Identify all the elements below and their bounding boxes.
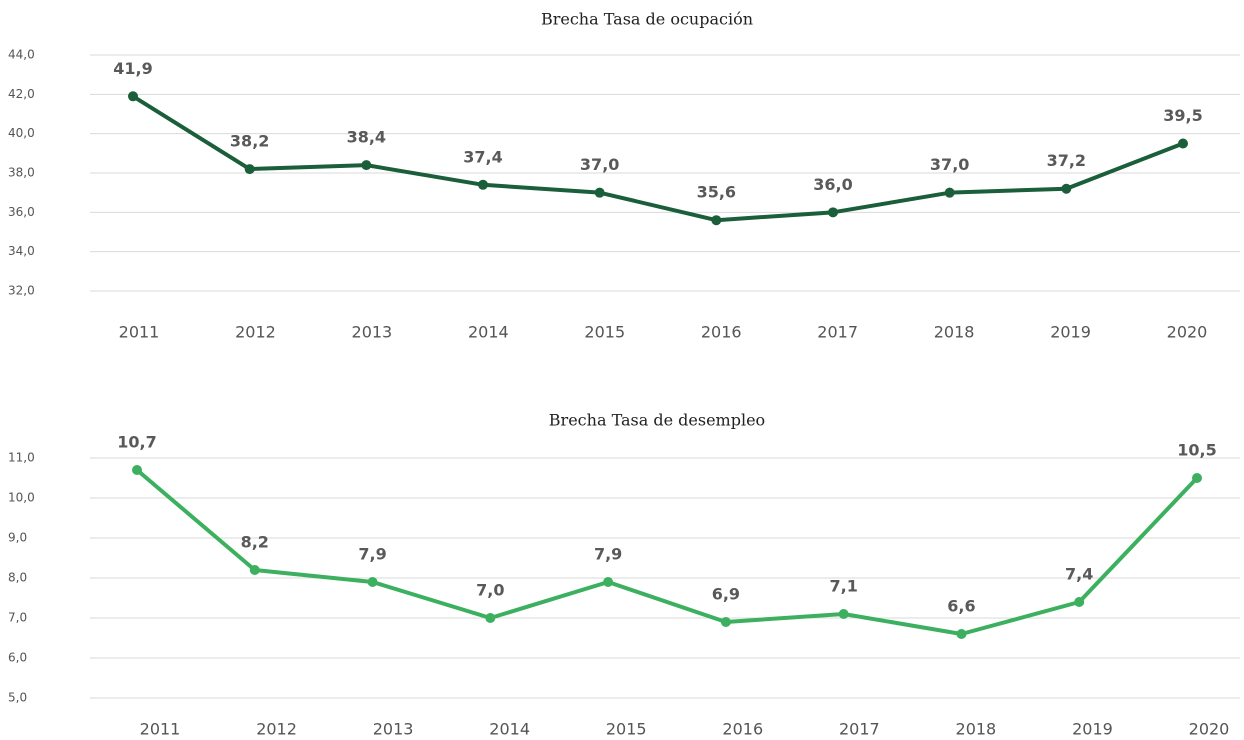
y-tick-label: 42,0 [8, 87, 35, 101]
data-point [956, 629, 967, 639]
x-tick-label: 2013 [373, 720, 414, 739]
data-point [720, 617, 731, 627]
data-label: 36,0 [813, 175, 852, 194]
data-point [244, 164, 255, 175]
x-tick-label: 2012 [256, 720, 297, 739]
data-label: 41,9 [113, 59, 152, 78]
y-tick-label: 40,0 [8, 126, 35, 140]
data-point [1178, 138, 1188, 149]
x-tick-label: 2015 [606, 720, 647, 739]
data-label: 38,4 [347, 128, 386, 147]
data-label: 6,6 [947, 597, 975, 616]
x-tick-label: 2020 [1167, 323, 1208, 342]
data-line [131, 94, 1184, 223]
chart-title: Brecha Tasa de desempleo [549, 411, 765, 430]
y-tick-label: 38,0 [8, 166, 35, 180]
x-tick-label: 2019 [1072, 720, 1113, 739]
x-tick-label: 2012 [235, 323, 276, 342]
y-tick-label: 5,0 [8, 691, 27, 705]
y-tick-label: 8,0 [8, 571, 27, 585]
data-point [1074, 597, 1085, 607]
data-line [135, 468, 1199, 636]
data-point [367, 577, 378, 587]
y-tick-label: 11,0 [8, 451, 35, 465]
x-tick-label: 2017 [817, 323, 858, 342]
y-tick-label: 7,0 [8, 611, 27, 625]
data-label: 7,4 [1065, 565, 1093, 584]
x-tick-label: 2019 [1050, 323, 1091, 342]
x-tick-label: 2013 [352, 323, 393, 342]
x-tick-label: 2011 [140, 720, 181, 739]
x-tick-label: 2011 [119, 323, 160, 342]
data-point [132, 465, 142, 475]
data-label: 10,5 [1177, 441, 1216, 460]
x-tick-label: 2014 [468, 323, 509, 342]
data-label: 37,0 [580, 155, 619, 174]
y-tick-label: 36,0 [8, 205, 35, 219]
x-tick-label: 2014 [489, 720, 530, 739]
y-tick-label: 44,0 [8, 48, 35, 62]
x-tick-label: 2015 [584, 323, 625, 342]
data-point [828, 207, 838, 218]
data-point [361, 160, 372, 171]
y-tick-label: 6,0 [8, 651, 27, 665]
chart-title: Brecha Tasa de ocupación [541, 10, 753, 29]
data-label: 8,2 [241, 533, 269, 552]
data-point [1061, 183, 1072, 194]
data-point [594, 187, 605, 198]
data-point [1192, 473, 1202, 483]
data-label: 35,6 [697, 183, 736, 202]
data-label: 6,9 [712, 585, 740, 604]
x-tick-label: 2016 [722, 720, 763, 739]
x-tick-label: 2016 [701, 323, 742, 342]
data-label: 37,2 [1047, 151, 1086, 170]
data-label: 37,0 [930, 155, 969, 174]
data-point [478, 179, 488, 190]
x-tick-label: 2018 [956, 720, 997, 739]
x-tick-label: 2017 [839, 720, 880, 739]
data-point [603, 577, 614, 587]
data-point [944, 187, 955, 198]
data-label: 7,9 [594, 545, 622, 564]
y-tick-label: 32,0 [8, 284, 35, 298]
x-tick-label: 2018 [934, 323, 975, 342]
data-label: 10,7 [117, 433, 156, 452]
y-tick-label: 34,0 [8, 244, 35, 258]
data-label: 7,9 [358, 545, 386, 564]
data-point [128, 91, 138, 102]
data-point [485, 613, 496, 623]
y-tick-label: 10,0 [8, 491, 35, 505]
data-point [711, 215, 722, 226]
data-point [838, 609, 849, 619]
data-point [249, 565, 260, 575]
data-label: 7,0 [476, 581, 504, 600]
data-label: 39,5 [1163, 106, 1202, 125]
x-tick-label: 2020 [1189, 720, 1230, 739]
data-label: 38,2 [230, 132, 269, 151]
data-label: 7,1 [829, 577, 857, 596]
y-tick-label: 9,0 [8, 531, 27, 545]
data-label: 37,4 [463, 147, 502, 166]
